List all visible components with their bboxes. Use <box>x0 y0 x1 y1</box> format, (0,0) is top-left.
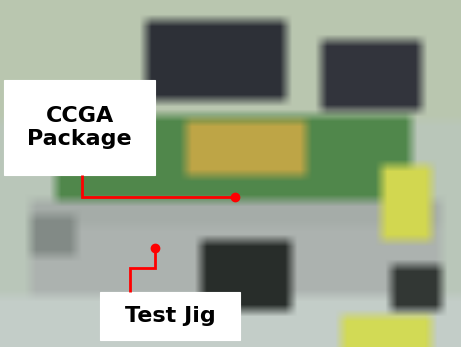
Text: CCGA
Package: CCGA Package <box>27 106 132 149</box>
FancyBboxPatch shape <box>4 80 155 175</box>
Text: Test Jig: Test Jig <box>124 306 215 326</box>
FancyBboxPatch shape <box>100 292 240 340</box>
